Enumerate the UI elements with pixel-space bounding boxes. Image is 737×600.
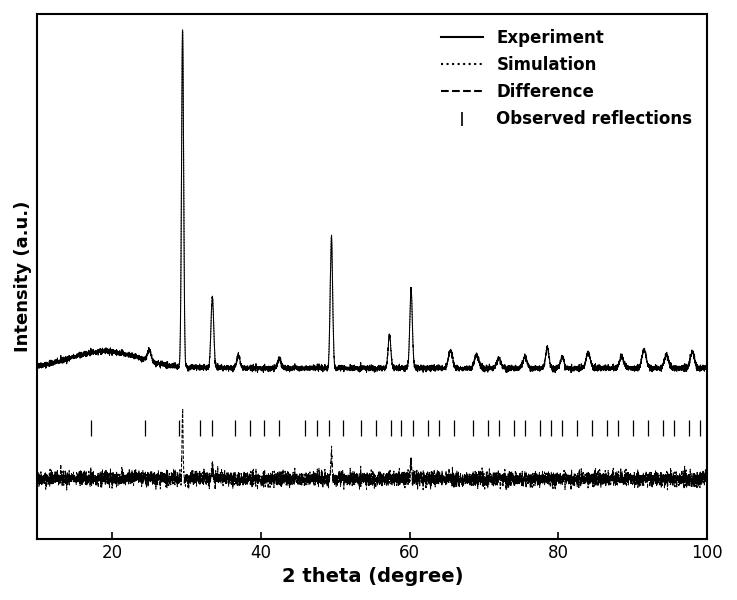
Difference <box>192 467 201 475</box>
Difference <box>178 406 187 413</box>
Experiment <box>33 362 42 369</box>
Difference <box>703 479 712 486</box>
Experiment <box>333 364 342 371</box>
Difference <box>698 470 707 477</box>
Simulation <box>189 364 198 371</box>
Simulation <box>703 365 712 372</box>
Line: Experiment: Experiment <box>38 31 708 373</box>
Difference <box>286 470 295 478</box>
Difference <box>196 475 205 482</box>
Difference <box>189 476 198 484</box>
Difference <box>502 487 511 494</box>
Experiment <box>178 27 187 34</box>
Simulation <box>33 362 42 370</box>
Experiment <box>189 365 198 372</box>
Simulation <box>196 364 205 371</box>
Simulation <box>698 365 707 373</box>
Simulation <box>333 364 342 371</box>
Line: Difference: Difference <box>38 410 708 490</box>
Line: Simulation: Simulation <box>38 30 708 369</box>
Simulation <box>454 365 463 373</box>
Legend: Experiment, Simulation, Difference, Observed reflections: Experiment, Simulation, Difference, Obse… <box>435 22 699 135</box>
Experiment <box>192 361 201 368</box>
Y-axis label: Intensity (a.u.): Intensity (a.u.) <box>14 200 32 352</box>
Simulation <box>286 365 295 372</box>
Experiment <box>567 369 576 376</box>
Simulation <box>178 26 187 34</box>
Difference <box>33 472 42 479</box>
Experiment <box>196 364 205 371</box>
Experiment <box>703 366 712 373</box>
X-axis label: 2 theta (degree): 2 theta (degree) <box>282 567 463 586</box>
Experiment <box>286 363 295 370</box>
Experiment <box>698 364 707 371</box>
Simulation <box>192 364 201 371</box>
Difference <box>333 473 342 480</box>
